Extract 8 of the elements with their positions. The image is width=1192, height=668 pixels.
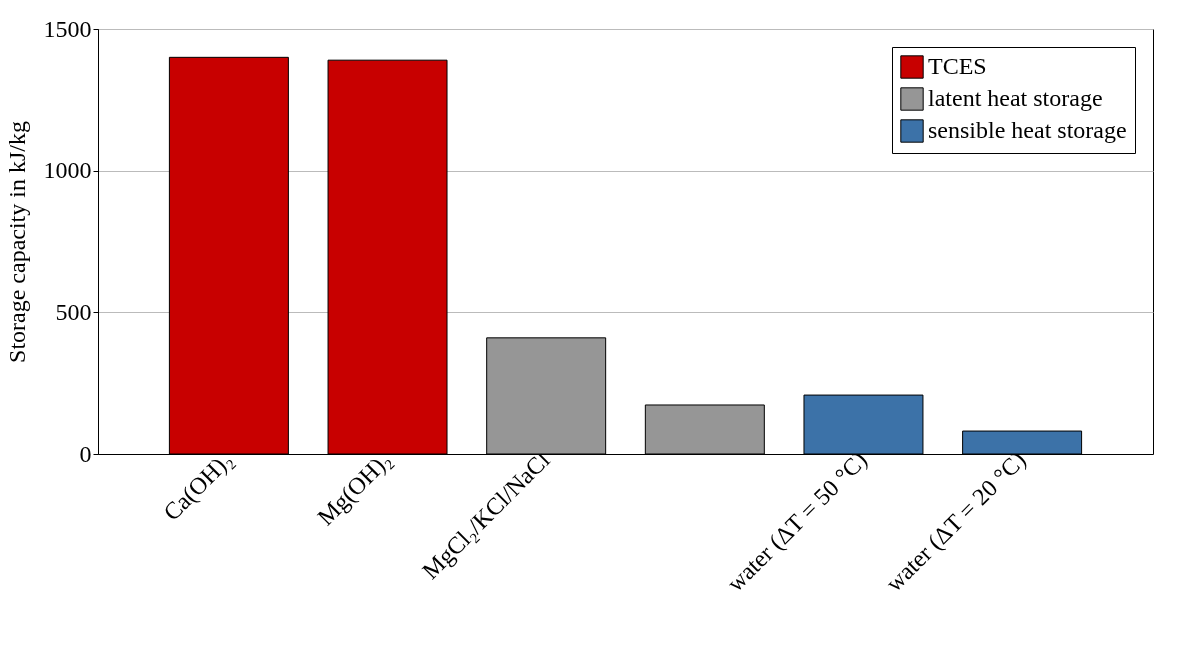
y-tick-label: 500 [55, 298, 92, 325]
y-tick-label: 1500 [43, 15, 92, 42]
y-tick-label: 0 [79, 440, 92, 467]
y-tick-label: 1000 [43, 157, 92, 184]
legend-label: TCES [928, 53, 987, 79]
legend-label: latent heat storage [928, 85, 1103, 111]
legend-label: sensible heat storage [928, 117, 1127, 143]
y-axis-title: Storage capacity in kJ/kg [3, 121, 30, 363]
